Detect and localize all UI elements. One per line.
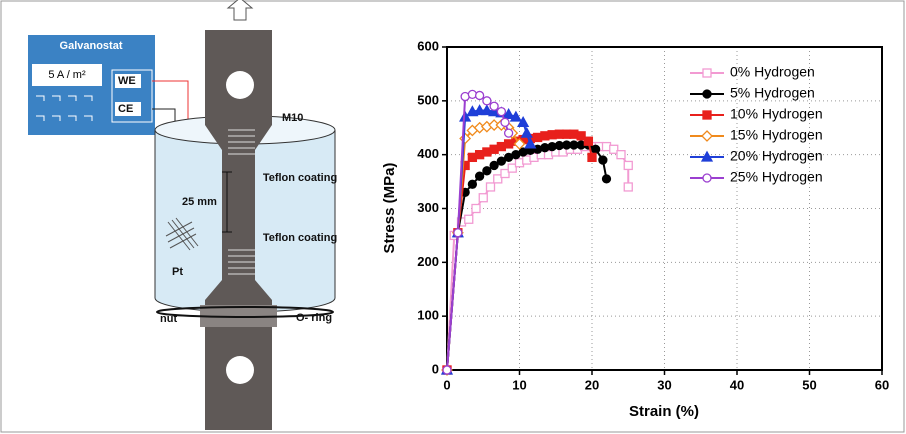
marker	[507, 163, 517, 173]
display-text: 5 A / m²	[48, 69, 86, 81]
threads	[228, 129, 255, 275]
marker	[601, 174, 612, 184]
pt-label: Pt	[172, 266, 183, 278]
marker	[488, 105, 501, 117]
x-tick-label: 0	[443, 377, 450, 392]
x-tick-label: 30	[657, 377, 671, 392]
nut-label: nut	[160, 313, 177, 325]
marker	[517, 116, 530, 128]
legend-label: 5% Hydrogen	[730, 85, 815, 101]
y-tick-label: 600	[417, 38, 439, 53]
marker	[609, 144, 619, 154]
marker	[513, 137, 526, 150]
plot-frame	[446, 46, 883, 371]
marker	[482, 96, 492, 106]
marker	[485, 182, 496, 192]
y-tick-label: 0	[432, 361, 439, 376]
marker	[509, 110, 522, 122]
marker	[623, 160, 633, 171]
we-label: WE	[118, 75, 136, 87]
x-tick-label: 60	[875, 377, 889, 392]
galvanostat-title: Galvanostat	[60, 40, 123, 52]
y-axis-label: Stress (MPa)	[381, 163, 398, 254]
legend-label: 0% Hydrogen	[730, 64, 815, 80]
diagram: Galvanostat 5 A / m² WE CE M10 Teflon co…	[28, 0, 337, 430]
dimension	[222, 171, 232, 233]
marker	[471, 203, 481, 214]
ce-label: CE	[118, 103, 133, 115]
ce-box	[115, 102, 141, 116]
y-tick-label: 200	[417, 254, 439, 269]
we-box	[115, 74, 141, 88]
marker	[453, 228, 463, 238]
marker	[480, 104, 493, 116]
thread-label: M10	[282, 112, 303, 124]
teflon-label: Teflon coating	[263, 232, 337, 244]
y-tick-label: 100	[417, 308, 439, 323]
marker	[478, 193, 488, 203]
marker	[493, 174, 503, 184]
hole	[226, 71, 254, 99]
marker	[616, 150, 626, 160]
legend-marker	[702, 89, 712, 99]
marker	[489, 101, 499, 111]
legend-label: 20% Hydrogen	[730, 148, 823, 164]
marker	[583, 136, 594, 146]
legend-label: 15% Hydrogen	[730, 127, 823, 143]
marker	[459, 110, 472, 122]
marker	[500, 117, 510, 128]
marker	[496, 106, 507, 117]
x-tick-label: 50	[802, 377, 816, 392]
marker	[467, 179, 478, 189]
teflon-label: Teflon coating	[263, 172, 337, 184]
pt-mesh	[165, 217, 199, 251]
marker	[576, 131, 586, 141]
x-tick-label: 20	[585, 377, 599, 392]
gauge	[232, 160, 248, 250]
marker	[482, 166, 492, 176]
legend-marker	[700, 150, 714, 162]
terminal-box	[111, 69, 153, 123]
display	[32, 64, 102, 86]
buttons	[36, 95, 93, 121]
x-tick-label: 40	[730, 377, 744, 392]
marker	[442, 365, 452, 375]
marker	[474, 171, 485, 181]
marker	[496, 156, 507, 166]
legend-label: 25% Hydrogen	[730, 169, 823, 185]
marker	[587, 152, 597, 163]
marker	[623, 182, 633, 192]
y-tick-label: 500	[417, 92, 439, 107]
marker	[473, 104, 486, 116]
gauge-label: 25 mm	[182, 196, 217, 208]
marker	[503, 128, 514, 138]
hole	[226, 356, 254, 384]
y-tick-label: 400	[417, 146, 439, 161]
legend-marker	[701, 130, 713, 142]
marker	[598, 155, 608, 165]
o-ring	[156, 306, 334, 318]
marker	[489, 160, 499, 171]
marker	[500, 168, 510, 179]
marker	[464, 214, 474, 224]
marker	[524, 137, 537, 149]
legend-label: 10% Hydrogen	[730, 106, 823, 122]
legend-marker	[702, 68, 712, 78]
x-axis-label: Strain (%)	[629, 403, 699, 420]
legend-marker	[702, 110, 712, 120]
legend-marker	[702, 173, 712, 183]
ring-label: O- ring	[296, 312, 332, 324]
marker	[520, 126, 533, 138]
x-tick-label: 10	[512, 377, 526, 392]
arrow-up	[226, 0, 254, 21]
marker	[590, 144, 601, 154]
marker	[474, 90, 485, 101]
marker	[502, 107, 515, 119]
y-tick-label: 300	[417, 200, 439, 215]
